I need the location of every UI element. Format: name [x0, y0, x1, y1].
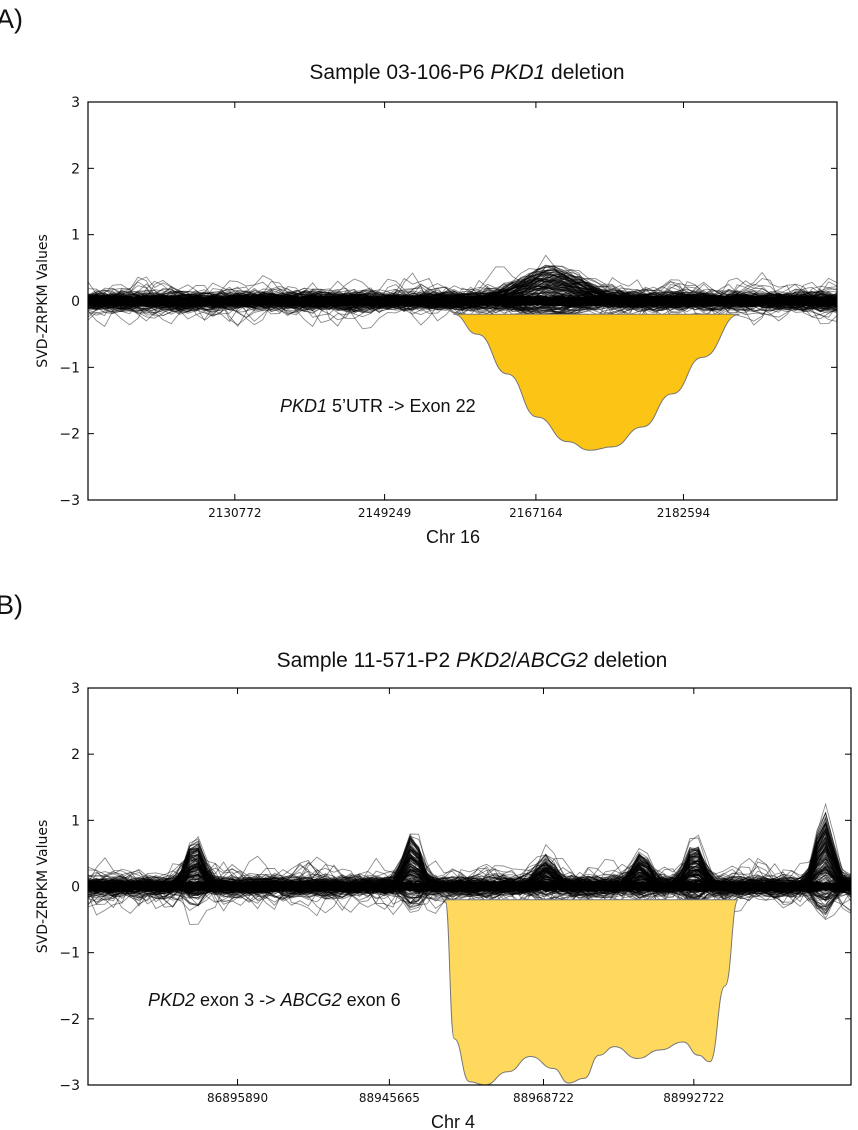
sample-trace: [88, 850, 851, 916]
panel-letter: A): [0, 4, 23, 34]
x-tick-label: 2130772: [208, 506, 261, 520]
sample-trace: [88, 276, 837, 312]
deletion-region: [444, 899, 739, 1085]
y-tick-label: −3: [59, 493, 80, 509]
title-part: deletion: [588, 649, 667, 672]
sample-trace: [88, 280, 837, 332]
sample-trace: [88, 254, 837, 329]
sample-trace: [88, 855, 851, 917]
deletion-region: [453, 313, 740, 451]
title-part: Sample 11-571-P2: [277, 649, 456, 672]
y-axis-label: SVD-ZRPKM Values: [35, 234, 51, 368]
title-part: PKD1: [490, 61, 545, 84]
sample-trace-core: [88, 879, 851, 894]
x-tick-label: 88968722: [513, 1091, 574, 1105]
chart-title: Sample 11-571-P2 PKD2/ABCG2 deletion: [277, 649, 668, 672]
sample-trace: [88, 857, 851, 910]
sample-trace: [88, 286, 837, 311]
sample-trace: [88, 289, 837, 311]
x-tick-label: 2167164: [509, 506, 562, 520]
annotation-part: 5’UTR -> Exon 22: [327, 396, 476, 416]
annotation-part: PKD1: [280, 396, 327, 416]
sample-trace: [88, 294, 837, 308]
y-tick-label: 3: [71, 681, 80, 697]
panel-b: 3 2 1 0 −1 −2 −3 86895890 88945665 88968722 889927…: [0, 590, 852, 1130]
y-tick-label: −3: [59, 1078, 80, 1094]
x-tick-label: 2182594: [657, 506, 710, 520]
y-tick-label: −2: [59, 427, 80, 443]
annotation-part: exon 6: [342, 990, 401, 1010]
title-part: PKD2: [456, 649, 511, 672]
chart-title: Sample 03-106-P6 PKD1 deletion: [309, 61, 624, 84]
sample-trace: [88, 849, 851, 896]
y-tick-label: 2: [71, 161, 80, 177]
sample-trace: [88, 879, 851, 893]
annotation-part: ABCG2: [280, 990, 342, 1010]
panel-letter: B): [0, 590, 23, 620]
sample-trace: [88, 873, 851, 901]
y-axis-label: SVD-ZRPKM Values: [35, 820, 51, 954]
y-tick-label: 0: [71, 880, 80, 896]
sample-trace: [88, 294, 837, 308]
title-part: /: [511, 649, 517, 672]
sample-trace: [88, 292, 837, 312]
x-tick-label: 86895890: [207, 1091, 268, 1105]
y-tick-label: 1: [71, 813, 80, 829]
x-axis-label: Chr 16: [426, 527, 480, 547]
x-axis-label: Chr 4: [431, 1112, 475, 1130]
sample-trace: [88, 823, 851, 898]
y-tick-label: −1: [59, 360, 80, 376]
sample-trace: [88, 271, 837, 327]
sample-trace: [88, 287, 837, 312]
panel-a: 3 2 1 0 −1 −2 −3 2130772 2149249 2167164 2182594 A)…: [0, 4, 838, 547]
deletion-annotation: PKD1 5’UTR -> Exon 22: [280, 396, 476, 416]
sample-trace: [88, 880, 851, 893]
annotation-part: exon 3 ->: [195, 990, 281, 1010]
sample-trace: [88, 883, 851, 890]
y-tick-label: 3: [71, 95, 80, 111]
x-tick-label: 88945665: [359, 1091, 420, 1105]
sample-trace: [88, 294, 837, 308]
annotation-part: PKD2: [148, 990, 195, 1010]
y-tick-label: 0: [71, 294, 80, 310]
x-tick-label: 2149249: [358, 506, 411, 520]
sample-trace: [88, 843, 851, 901]
deletion-annotation: PKD2 exon 3 -> ABCG2 exon 6: [148, 990, 401, 1010]
y-tick-label: 1: [71, 228, 80, 244]
sample-trace: [88, 278, 837, 320]
title-part: ABCG2: [515, 649, 589, 672]
plot-area: [88, 802, 851, 1085]
plot-area: [88, 254, 837, 451]
y-tick-label: −2: [59, 1012, 80, 1028]
y-tick-label: 2: [71, 747, 80, 763]
title-part: Sample 03-106-P6: [309, 61, 490, 84]
sample-trace: [88, 881, 851, 892]
title-part: deletion: [545, 61, 624, 84]
x-tick-label: 88992722: [663, 1091, 724, 1105]
sample-trace-core: [88, 294, 837, 308]
sample-trace: [88, 857, 851, 895]
y-tick-label: −1: [59, 946, 80, 962]
